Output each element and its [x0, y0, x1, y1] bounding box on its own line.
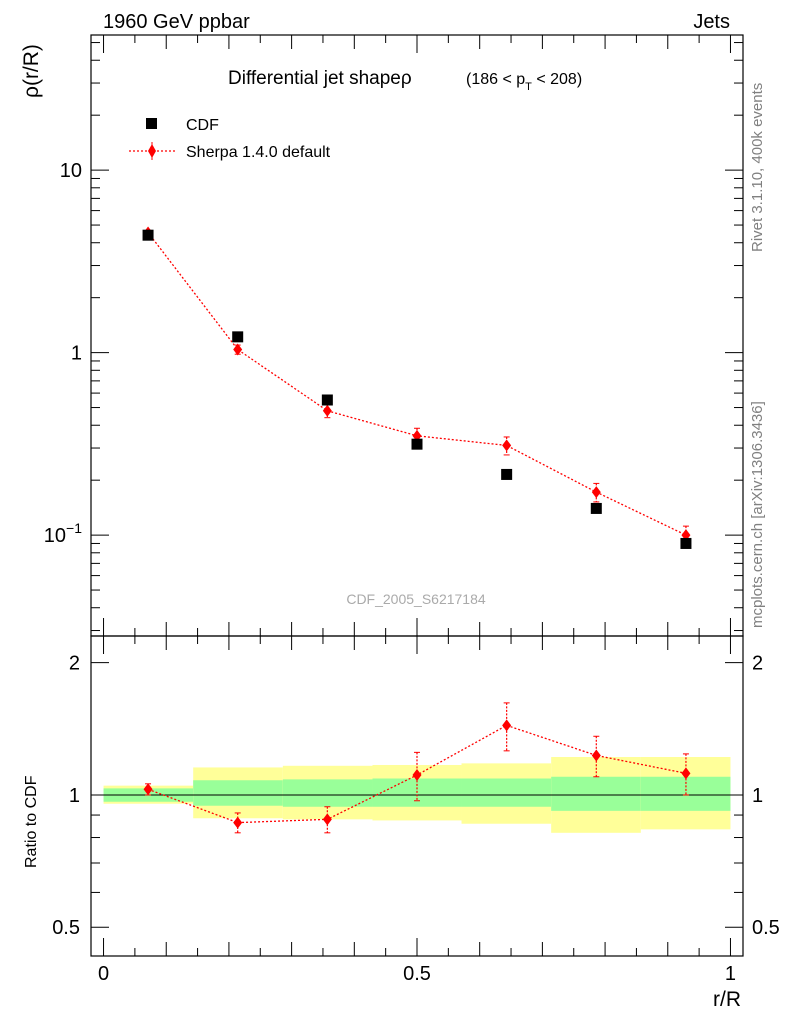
legend-cdf-label: CDF	[186, 117, 219, 134]
ratio-y-axis-label: Ratio to CDF	[23, 775, 40, 868]
main-y-tick-label: 1	[71, 343, 82, 365]
x-tick-label: 1	[725, 963, 736, 985]
analysis-watermark: CDF_2005_S6217184	[346, 591, 486, 607]
rivet-version-label: Rivet 3.1.10, 400k events	[749, 83, 766, 252]
ratio-y-tick-label-right: 0.5	[752, 917, 780, 939]
series-layer	[142, 226, 692, 834]
sherpa-ratio-point	[502, 719, 512, 732]
inner-band-bin	[551, 776, 641, 811]
plot-title-main: Differential jet shape	[228, 68, 401, 89]
plot-title-range-close: < 208)	[532, 71, 582, 88]
x-axis-label: r/R	[713, 988, 741, 1011]
plot-title-symbol: ρ	[401, 68, 412, 89]
sherpa-ratio-point	[412, 769, 422, 782]
ratio-y-tick-label-left: 2	[69, 653, 80, 675]
plot-title-range: (186 < pT < 208)	[466, 71, 582, 93]
sherpa-ratio-point	[681, 767, 691, 780]
sherpa-main-point	[502, 439, 512, 452]
ratio-y-tick-label-left: 0.5	[52, 917, 80, 939]
cdf-data-point	[501, 468, 513, 480]
inner-band-bin	[461, 778, 552, 807]
plot-title: Differential jet shapeρ	[228, 68, 412, 89]
ratio-y-tick-label-right: 1	[752, 785, 763, 807]
cdf-data-point	[321, 394, 333, 406]
sherpa-main-point	[233, 343, 243, 356]
inner-band-bin	[193, 780, 283, 806]
main-y-axis-label: ρ(r/R)	[20, 44, 43, 98]
x-tick-label: 0	[98, 963, 109, 985]
main-y-tick-label: 10−1	[44, 520, 82, 547]
sherpa-main-point	[322, 404, 332, 417]
sherpa-ratio-point	[322, 813, 332, 826]
sherpa-main-point	[591, 486, 601, 499]
plot-title-range-sub: T	[525, 81, 532, 93]
sherpa-ratio-point	[143, 783, 153, 796]
ratio-y-tick-label-right: 2	[752, 653, 763, 675]
inner-band-bin	[282, 779, 373, 807]
cdf-data-point	[590, 502, 602, 514]
sherpa-ratio-point	[233, 816, 243, 829]
plot-title-range-open: (186 < p	[466, 71, 525, 88]
sherpa-main-line	[147, 232, 687, 536]
cdf-data-point	[142, 229, 154, 241]
legend-cdf-marker	[146, 118, 157, 129]
ratio-y-tick-label-left: 1	[69, 785, 80, 807]
cdf-data-point	[680, 537, 692, 549]
mcplots-label: mcplots.cern.ch [arXiv:1306.3436]	[749, 401, 766, 628]
cdf-data-point	[411, 438, 423, 450]
axis-ticks: 0 0.5 1 10−1 1 10 0.5 0.5 1 1 2 2	[44, 35, 780, 985]
legend-sherpa-label: Sherpa 1.4.0 default	[186, 144, 331, 161]
cdf-data-point	[232, 331, 244, 343]
header-process-label: Jets	[693, 11, 730, 33]
header-energy-label: 1960 GeV ppbar	[103, 11, 250, 33]
main-y-tick-label: 10	[60, 160, 82, 182]
sherpa-ratio-point	[591, 749, 601, 762]
x-tick-label: 0.5	[403, 963, 431, 985]
